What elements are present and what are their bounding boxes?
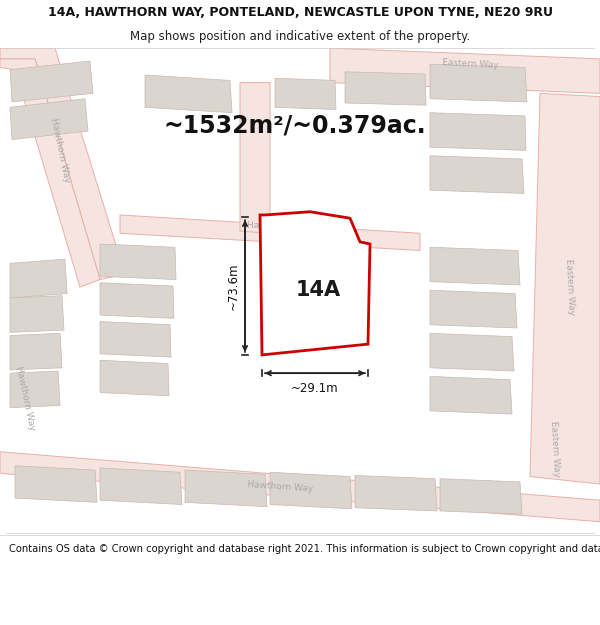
Polygon shape <box>430 112 526 151</box>
Polygon shape <box>240 82 270 233</box>
Text: Hawthorn Way: Hawthorn Way <box>14 365 36 431</box>
Polygon shape <box>0 59 100 287</box>
Polygon shape <box>10 259 67 298</box>
Text: Contains OS data © Crown copyright and database right 2021. This information is : Contains OS data © Crown copyright and d… <box>9 544 600 554</box>
Text: ~1532m²/~0.379ac.: ~1532m²/~0.379ac. <box>164 114 427 138</box>
Text: 14A, HAWTHORN WAY, PONTELAND, NEWCASTLE UPON TYNE, NE20 9RU: 14A, HAWTHORN WAY, PONTELAND, NEWCASTLE … <box>47 6 553 19</box>
Text: Map shows position and indicative extent of the property.: Map shows position and indicative extent… <box>130 29 470 42</box>
Text: Eastern Way: Eastern Way <box>564 259 576 316</box>
Polygon shape <box>10 99 88 139</box>
Polygon shape <box>0 452 600 522</box>
Polygon shape <box>100 360 169 396</box>
Polygon shape <box>185 470 267 507</box>
Polygon shape <box>270 472 352 509</box>
Polygon shape <box>10 333 62 370</box>
Text: ~29.1m: ~29.1m <box>291 382 339 395</box>
Polygon shape <box>10 296 64 333</box>
Text: Hawthorn Way: Hawthorn Way <box>247 481 313 494</box>
Polygon shape <box>430 290 517 328</box>
Polygon shape <box>530 93 600 484</box>
Polygon shape <box>120 215 420 251</box>
Polygon shape <box>10 371 60 408</box>
Polygon shape <box>430 64 527 102</box>
Text: Hawthorn Way: Hawthorn Way <box>49 118 71 184</box>
Polygon shape <box>440 479 522 514</box>
Polygon shape <box>15 466 97 503</box>
Polygon shape <box>145 75 232 112</box>
Text: 14A: 14A <box>295 280 341 300</box>
Polygon shape <box>100 244 176 279</box>
Text: Hawthorn Way: Hawthorn Way <box>247 221 313 230</box>
Polygon shape <box>345 72 426 105</box>
Polygon shape <box>10 61 93 102</box>
Polygon shape <box>430 333 514 371</box>
Polygon shape <box>260 212 370 355</box>
Polygon shape <box>430 248 520 285</box>
Polygon shape <box>355 476 437 511</box>
Polygon shape <box>100 282 174 318</box>
Polygon shape <box>0 48 125 279</box>
Polygon shape <box>275 78 336 109</box>
Polygon shape <box>430 156 524 194</box>
Text: ~73.6m: ~73.6m <box>227 262 239 310</box>
Polygon shape <box>100 468 182 504</box>
Text: Eastern Way: Eastern Way <box>442 58 499 70</box>
Polygon shape <box>330 48 600 93</box>
Polygon shape <box>430 376 512 414</box>
Polygon shape <box>100 321 171 357</box>
Text: Eastern Way: Eastern Way <box>549 420 561 477</box>
